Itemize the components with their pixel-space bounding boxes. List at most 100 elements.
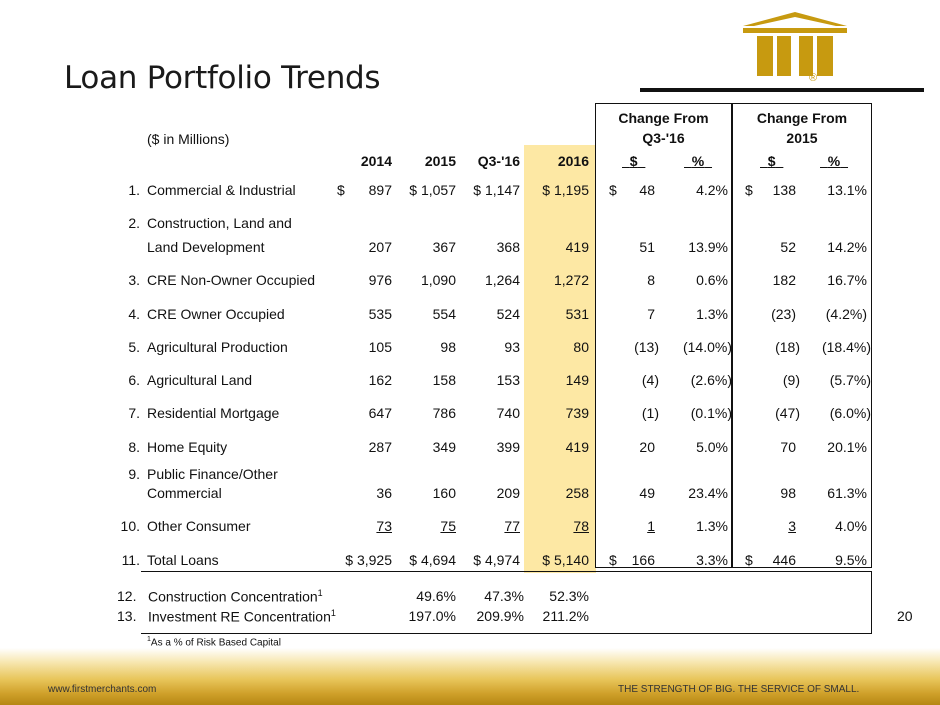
cell-2015: 75 [440, 518, 456, 534]
units-label: ($ in Millions) [147, 131, 230, 147]
sub-pct-header-2: % [827, 153, 841, 169]
dollar-sign: $ [745, 552, 753, 568]
cell-q3: 209.9% [476, 608, 524, 624]
cell-change-2015-pct: 20.1% [827, 439, 867, 455]
concentration-label: Investment RE Concentration1 [148, 608, 336, 625]
cell-change-2015-pct: 13.1% [827, 182, 867, 198]
cell-change-q3-dollar: (4) [641, 372, 659, 388]
cell-change-2015-dollar: 52 [780, 239, 796, 255]
cell-change-2015-pct: (18.4%) [821, 339, 871, 355]
cell-change-2015-dollar: 3 [788, 518, 796, 534]
cell-2015: 158 [432, 372, 456, 388]
footnote: 1As a % of Risk Based Capital [147, 636, 281, 649]
group1-header-line2: Q3-'16 [642, 130, 685, 146]
row-number: 3. [128, 272, 140, 288]
row-number: 11. [121, 552, 140, 568]
cell-2014: 976 [368, 272, 392, 288]
row-label-line2: Commercial [147, 485, 222, 501]
cell-2014: 162 [368, 372, 392, 388]
cell-2015: $ 4,694 [409, 552, 456, 568]
cell-q3: 368 [496, 239, 520, 255]
cell-change-q3-pct: 23.4% [688, 485, 728, 501]
cell-2014: 73 [376, 518, 392, 534]
row-number: 7. [128, 405, 140, 421]
row-number: 13. [117, 608, 137, 624]
registered-mark: ® [809, 72, 818, 84]
cell-change-2015-pct: 9.5% [835, 552, 867, 568]
cell-change-2015-dollar: 98 [780, 485, 796, 501]
cell-change-2015-dollar: 70 [780, 439, 796, 455]
cell-change-q3-pct: 5.0% [696, 439, 728, 455]
cell-change-q3-dollar: 20 [639, 439, 655, 455]
cell-q3: 93 [504, 339, 520, 355]
cell-2014: 897 [368, 182, 392, 198]
cell-2015: 349 [432, 439, 456, 455]
col-2016-header: 2016 [557, 153, 589, 169]
cell-2014: $ 3,925 [345, 552, 392, 568]
cell-change-q3-dollar: 51 [639, 239, 655, 255]
dollar-sign: $ [745, 182, 753, 198]
row-number: 4. [128, 306, 140, 322]
cell-change-q3-pct: 13.9% [688, 239, 728, 255]
cell-2016: 149 [565, 372, 589, 388]
row-label: Other Consumer [147, 518, 251, 534]
row-label: Total Loans [147, 552, 219, 568]
cell-2014: 535 [368, 306, 392, 322]
concentration-box [141, 571, 872, 634]
cell-2014: 647 [368, 405, 392, 421]
cell-2016: 258 [565, 485, 589, 501]
row-label-line1: Construction, Land and [147, 215, 292, 231]
cell-change-q3-pct: 1.3% [696, 306, 728, 322]
cell-2016: 739 [565, 405, 589, 421]
cell-change-2015-pct: 16.7% [827, 272, 867, 288]
cell-2016: 52.3% [549, 588, 589, 604]
cell-change-2015-pct: (6.0%) [829, 405, 871, 421]
group1-header-line1: Change From [618, 110, 709, 126]
cell-2016: 78 [573, 518, 589, 534]
cell-change-2015-pct: (5.7%) [829, 372, 871, 388]
cell-change-2015-dollar: 446 [772, 552, 796, 568]
dollar-sign: $ [609, 552, 617, 568]
cell-2016: 419 [565, 239, 589, 255]
cell-change-q3-dollar: 1 [647, 518, 655, 534]
cell-q3: 153 [496, 372, 520, 388]
row-number: 9. [128, 466, 140, 482]
cell-change-q3-dollar: 49 [639, 485, 655, 501]
cell-change-2015-dollar: (47) [775, 405, 800, 421]
change-from-2015-box [732, 103, 872, 568]
cell-2016: 211.2% [542, 608, 589, 624]
column-2016-highlight [524, 145, 596, 573]
company-logo-icon [743, 12, 847, 76]
cell-q3: 209 [496, 485, 520, 501]
cell-change-q3-pct: 3.3% [696, 552, 728, 568]
cell-change-q3-dollar: 166 [631, 552, 655, 568]
cell-change-q3-pct: (2.6%) [690, 372, 732, 388]
dollar-sign: $ [337, 182, 345, 198]
cell-2016: 531 [565, 306, 589, 322]
cell-q3: 399 [496, 439, 520, 455]
cell-change-2015-pct: 61.3% [827, 485, 867, 501]
footer-url-link[interactable]: www.firstmerchants.com [48, 684, 157, 695]
cell-change-2015-dollar: 138 [772, 182, 796, 198]
footer-tagline: THE STRENGTH OF BIG. THE SERVICE OF SMAL… [618, 684, 860, 695]
col-q3-header: Q3-'16 [477, 153, 520, 169]
cell-2015: 554 [432, 306, 456, 322]
cell-change-q3-dollar: 7 [647, 306, 655, 322]
cell-q3: 524 [496, 306, 520, 322]
row-label: Commercial & Industrial [147, 182, 296, 198]
row-label: Residential Mortgage [147, 405, 280, 421]
change-from-q3-box [595, 103, 732, 568]
cell-q3: 77 [504, 518, 520, 534]
row-number: 10. [120, 518, 140, 534]
row-number: 6. [128, 372, 140, 388]
row-number: 5. [128, 339, 140, 355]
row-label: CRE Non-Owner Occupied [147, 272, 316, 288]
cell-change-q3-pct: (14.0%) [682, 339, 732, 355]
cell-change-2015-dollar: (23) [771, 306, 796, 322]
cell-2016: $ 1,195 [542, 182, 589, 198]
cell-2016: 80 [573, 339, 589, 355]
cell-q3: $ 1,147 [473, 182, 520, 198]
footer-band [0, 648, 940, 705]
row-number: 1. [128, 182, 140, 198]
row-label-line2: Land Development [147, 239, 265, 255]
